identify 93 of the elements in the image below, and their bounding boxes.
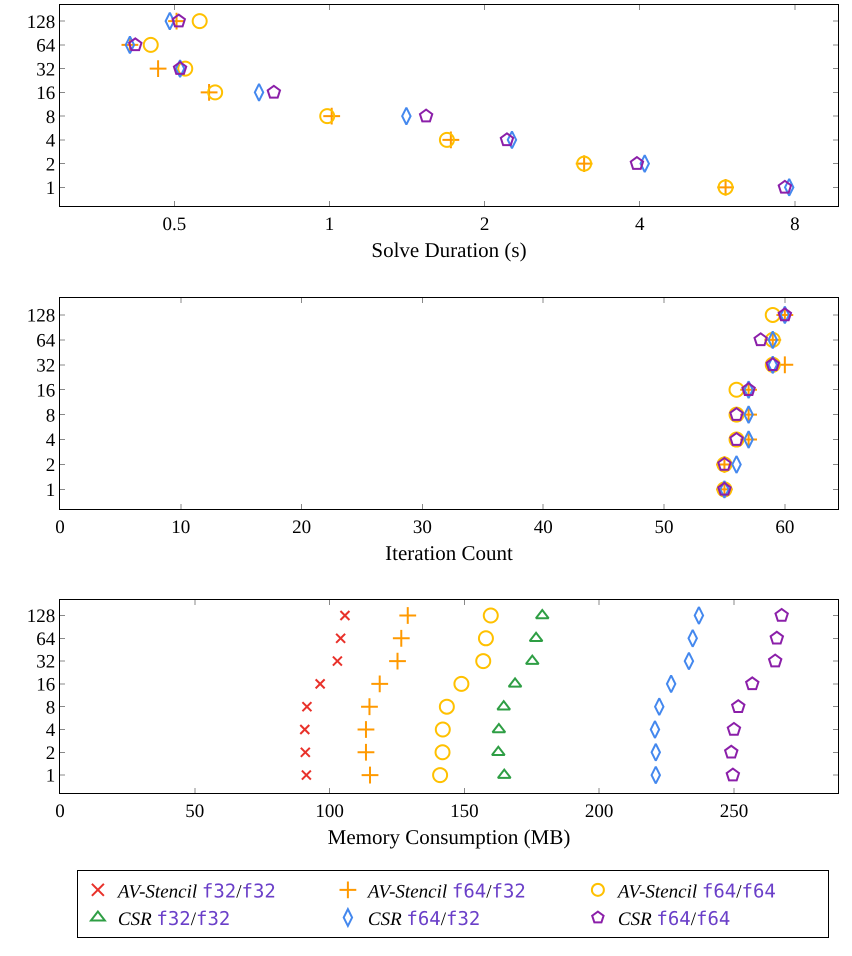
y-tick-label: 16 [36,83,56,104]
x-tick-label: 30 [412,516,432,538]
x-tick-label: 2 [480,214,490,235]
point [398,606,418,625]
y-tick-label: 1 [46,178,56,199]
x-tick-label: 0 [55,516,65,538]
y-tick-label: 128 [26,606,56,628]
point [528,632,544,642]
x-axis-title: Memory Consumption (MB) [328,825,570,849]
legend-label: CSR f32/f32 [118,908,230,930]
legend-label: AV-Stencil f32/f32 [116,880,276,902]
point [726,768,740,782]
x-tick-label: 20 [292,516,312,538]
point [432,767,448,784]
point [492,722,506,734]
y-tick-label: 2 [46,154,56,176]
point [741,382,756,396]
point [392,628,411,648]
y-tick-label: 1 [46,480,56,502]
legend-label: AV-Stencil f64/f32 [366,880,526,902]
point [768,654,782,668]
point [745,676,760,690]
point [335,632,346,644]
y-tick-label: 32 [36,652,56,673]
point [300,770,312,781]
y-tick-label: 128 [26,306,56,327]
point [388,652,407,670]
y-tick-label: 8 [46,106,56,128]
point [301,701,312,712]
x-tick-label: 4 [634,214,645,235]
point [764,306,781,323]
y-tick-label: 32 [36,355,56,376]
y-tick-label: 4 [46,720,56,742]
point [774,608,789,622]
y-tick-label: 4 [46,130,56,152]
y-tick-label: 16 [36,380,56,402]
point [438,698,455,715]
y-tick-label: 128 [26,12,56,33]
x-tick-label: 50 [185,800,204,822]
point [475,653,492,670]
point [490,746,506,756]
point [339,610,350,621]
point [370,674,390,694]
y-tick-label: 4 [46,430,56,452]
y-tick-label: 2 [46,742,56,764]
x-tick-label: 50 [654,516,674,538]
point [534,608,550,620]
y-tick-label: 16 [36,674,56,696]
point [778,307,792,322]
legend-label: CSR f64/f32 [368,908,480,930]
x-tick-label: 100 [315,800,344,822]
x-tick-label: 60 [775,516,794,538]
x-tick-label: 200 [584,800,614,822]
x-tick-label: 40 [534,516,553,538]
point [314,678,326,690]
point [356,742,376,762]
point [434,721,451,738]
point [356,720,376,739]
point [731,699,746,713]
point [726,722,742,736]
y-tick-label: 8 [46,697,56,718]
point [300,746,311,758]
point [332,656,343,667]
x-tick-label: 250 [720,800,748,822]
point [508,677,522,688]
y-tick-label: 64 [36,628,56,650]
x-tick-label: 10 [171,516,190,538]
point [754,332,768,346]
x-axis-title: Iteration Count [385,541,514,565]
point [482,607,499,624]
x-axis-title: Solve Duration (s) [371,238,527,262]
legend-label: CSR f64/f64 [618,908,730,930]
point [360,697,379,716]
point [360,766,380,784]
point [434,744,451,760]
y-tick-label: 2 [46,455,56,476]
y-tick-label: 8 [46,405,56,426]
y-tick-label: 32 [36,59,56,80]
x-tick-label: 8 [790,214,800,235]
point [299,724,310,735]
point [453,676,470,692]
y-tick-label: 64 [36,36,56,57]
legend-label: AV-Stencil f64/f64 [616,880,776,902]
x-tick-label: 0.5 [162,214,186,235]
point [478,630,494,646]
x-tick-label: 1 [324,214,334,235]
point [728,382,745,398]
x-tick-label: 150 [450,800,479,822]
y-tick-label: 64 [36,330,56,352]
x-tick-label: 0 [55,800,65,822]
point [770,630,784,645]
y-tick-label: 1 [46,766,56,787]
point [724,744,738,759]
